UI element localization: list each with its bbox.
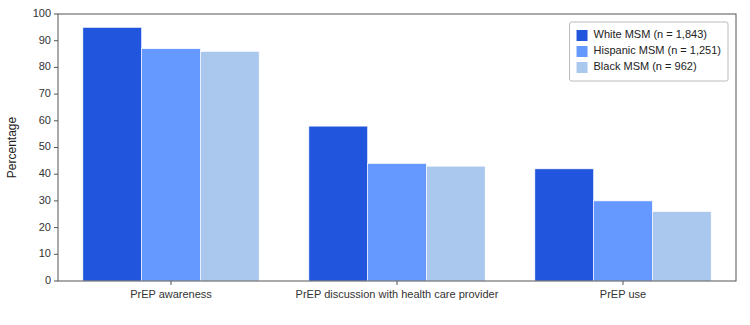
y-tick: [54, 254, 58, 255]
bar: [594, 201, 653, 281]
y-tick-label: 70: [39, 87, 51, 99]
y-tick-label: 100: [33, 7, 51, 19]
y-tick-label: 30: [39, 194, 51, 206]
y-axis-label: Percentage: [5, 116, 19, 178]
x-tick: [171, 281, 172, 285]
y-tick: [54, 147, 58, 148]
bar: [426, 166, 485, 281]
y-tick: [54, 174, 58, 175]
legend-box: [570, 22, 728, 81]
y-tick-label: 20: [39, 221, 51, 233]
y-tick-label: 0: [45, 274, 51, 286]
y-tick-label: 10: [39, 247, 51, 259]
bar: [368, 164, 427, 281]
chart-container: 0 10 20 30 40 50 60 70 80 90 100 Percentage PrEP awa…: [0, 0, 750, 325]
bar: [535, 169, 594, 281]
bar: [83, 27, 142, 281]
bar: [652, 212, 711, 281]
chart-svg: 0 10 20 30 40 50 60 70 80 90 100 Percentage PrEP awa…: [0, 0, 750, 325]
x-axis: PrEP awareness PrEP discussion with healt…: [130, 281, 646, 300]
legend-swatch: [577, 62, 588, 73]
y-tick-label: 80: [39, 60, 51, 72]
legend-label: White MSM (n = 1,843): [594, 28, 707, 40]
bars: [83, 27, 711, 281]
bar: [142, 49, 201, 281]
y-tick: [54, 281, 58, 282]
y-tick: [54, 40, 58, 41]
legend: White MSM (n = 1,843) Hispanic MSM (n = 1…: [570, 22, 728, 81]
x-tick-label: PrEP awareness: [130, 288, 212, 300]
x-tick-label: PrEP discussion with health care provide…: [296, 288, 499, 300]
bar: [200, 51, 259, 281]
legend-swatch: [577, 30, 588, 41]
y-tick: [54, 67, 58, 68]
y-tick-label: 90: [39, 34, 51, 46]
y-tick-label: 60: [39, 114, 51, 126]
y-tick: [54, 120, 58, 121]
x-tick: [623, 281, 624, 285]
y-tick-label: 40: [39, 167, 51, 179]
plot-frame: [58, 14, 736, 281]
y-tick-label: 50: [39, 140, 51, 152]
y-tick: [54, 227, 58, 228]
bar: [309, 126, 368, 281]
y-tick: [54, 94, 58, 95]
y-tick: [54, 14, 58, 15]
x-tick: [397, 281, 398, 285]
legend-label: Hispanic MSM (n = 1,251): [594, 44, 721, 56]
y-tick: [54, 200, 58, 201]
legend-swatch: [577, 46, 588, 57]
y-axis: 0 10 20 30 40 50 60 70 80 90 100: [33, 7, 58, 286]
x-tick-label: PrEP use: [600, 288, 646, 300]
legend-label: Black MSM (n = 962): [594, 60, 697, 72]
